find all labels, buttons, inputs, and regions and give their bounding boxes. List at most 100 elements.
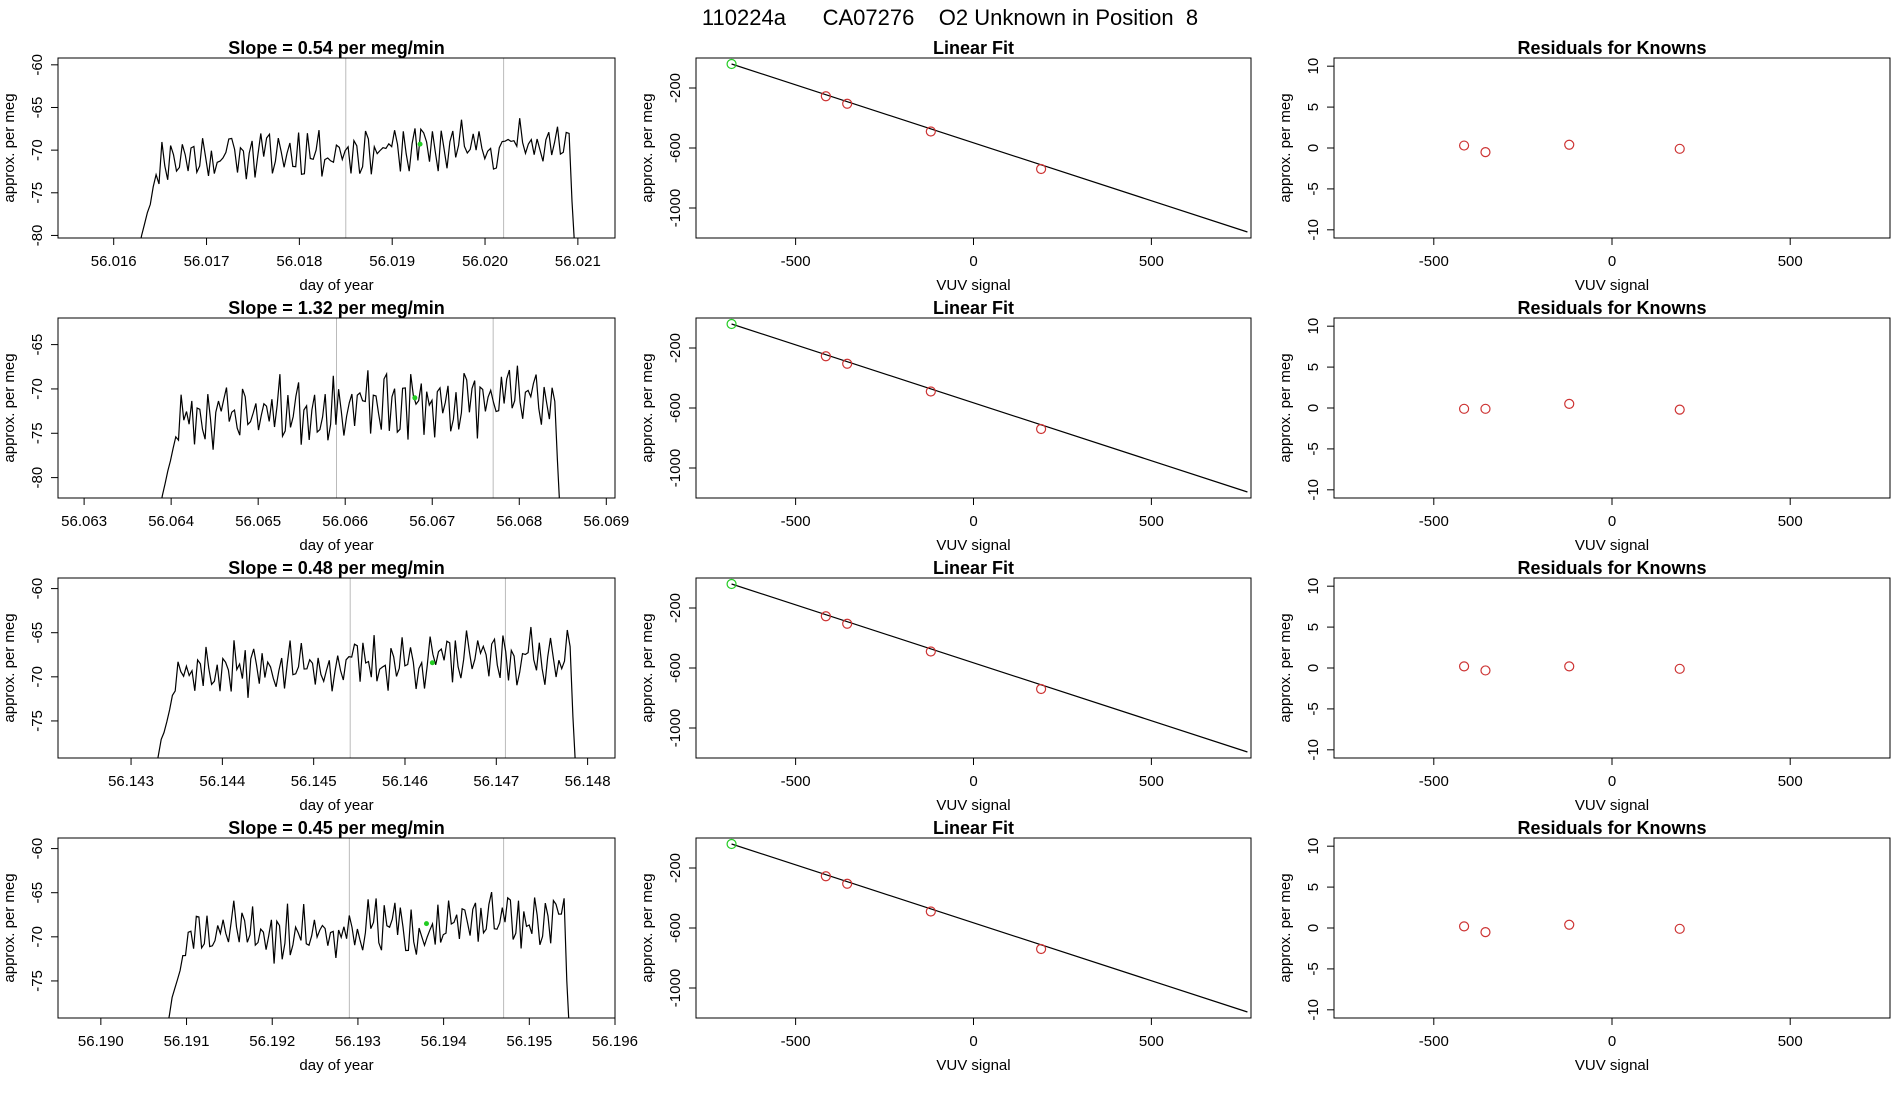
plot-frame — [57, 317, 616, 499]
x-tick-label: 56.190 — [78, 1033, 124, 1050]
plot-area — [726, 578, 1248, 753]
y-tick-label: 10 — [1305, 58, 1322, 75]
fit-line — [731, 63, 1248, 233]
y-tick-label: -1000 — [667, 969, 684, 1007]
known-point — [925, 126, 936, 137]
y-tick-label: -200 — [667, 73, 684, 103]
known-point — [1458, 921, 1470, 932]
x-tick-label: 500 — [1778, 253, 1803, 270]
y-tick-label: 5 — [1305, 883, 1322, 891]
plot-area — [1458, 919, 1685, 938]
y-tick-label: -200 — [667, 593, 684, 623]
known-point — [820, 351, 831, 362]
unknown-point — [417, 141, 423, 147]
x-tick-label: 56.196 — [592, 1033, 638, 1050]
unknown-point — [726, 58, 737, 70]
x-axis-label: VUV signal — [936, 537, 1010, 554]
known-point — [1674, 143, 1685, 154]
x-tick-label: 500 — [1778, 1033, 1803, 1050]
known-point — [1674, 923, 1685, 934]
y-tick-label: -70 — [29, 666, 46, 688]
y-tick-label: -65 — [29, 97, 46, 119]
x-tick-label: 0 — [969, 513, 977, 530]
known-point — [842, 878, 853, 889]
known-point — [842, 358, 853, 369]
y-tick-label: -1000 — [667, 189, 684, 227]
y-tick-label: -75 — [29, 710, 46, 732]
plot-area — [157, 578, 576, 758]
x-tick-label: 0 — [969, 253, 977, 270]
figure-title: 110224a CA07276 O2 Unknown in Position 8 — [702, 5, 1198, 30]
trace-line — [161, 365, 560, 498]
y-tick-label: -60 — [29, 838, 46, 860]
x-tick-label: 56.145 — [291, 773, 337, 790]
panel-trace-4: Slope = 0.45 per meg/min day of year appro… — [1, 818, 638, 1074]
x-tick-label: 500 — [1778, 513, 1803, 530]
y-axis-label: approx. per meg — [1, 873, 18, 982]
plot-frame — [1333, 577, 1891, 759]
fit-line — [731, 323, 1248, 493]
x-tick-label: 56.191 — [164, 1033, 210, 1050]
y-tick-label: -65 — [29, 882, 46, 904]
x-tick-label: -500 — [781, 1033, 811, 1050]
y-tick-label: -600 — [667, 913, 684, 943]
x-tick-label: 56.020 — [462, 253, 508, 270]
y-tick-label: -65 — [29, 334, 46, 356]
x-tick-label: 56.148 — [565, 773, 611, 790]
y-axis-label: approx. per meg — [1277, 613, 1294, 722]
y-tick-label: -65 — [29, 622, 46, 644]
panel-title: Residuals for Knowns — [1517, 818, 1706, 838]
fit-line — [731, 843, 1248, 1013]
trace-line — [140, 118, 575, 238]
x-tick-label: 500 — [1139, 1033, 1164, 1050]
x-tick-label: -500 — [781, 253, 811, 270]
x-tick-label: 500 — [1139, 513, 1164, 530]
y-tick-label: -60 — [29, 578, 46, 600]
y-tick-label: -600 — [667, 133, 684, 163]
x-tick-label: 0 — [1608, 253, 1616, 270]
y-tick-label: 10 — [1305, 838, 1322, 855]
y-tick-label: 0 — [1305, 144, 1322, 152]
x-tick-label: -500 — [781, 513, 811, 530]
y-tick-label: -1000 — [667, 709, 684, 747]
known-point — [1480, 146, 1491, 158]
known-point — [1035, 943, 1047, 955]
panel-title: Slope = 0.54 per meg/min — [228, 38, 445, 58]
known-point — [842, 98, 853, 109]
x-tick-label: 56.066 — [322, 513, 368, 530]
known-point — [1674, 404, 1685, 415]
plot-area — [161, 318, 560, 498]
known-point — [820, 871, 831, 882]
panel-resid-3: Residuals for Knowns VUV signal approx. pe… — [1277, 558, 1891, 814]
y-tick-label: -600 — [667, 653, 684, 683]
y-tick-label: -75 — [29, 182, 46, 204]
panel-resid-2: Residuals for Knowns VUV signal approx. pe… — [1277, 298, 1891, 554]
y-tick-label: -10 — [1305, 739, 1322, 761]
plot-frame — [1333, 317, 1891, 499]
known-point — [1458, 661, 1470, 672]
y-tick-label: -70 — [29, 139, 46, 161]
x-tick-label: 56.065 — [235, 513, 281, 530]
plot-area — [1458, 398, 1685, 415]
plot-area — [726, 58, 1248, 233]
panel-title: Residuals for Knowns — [1517, 38, 1706, 58]
x-axis-label: VUV signal — [936, 277, 1010, 294]
x-tick-label: 56.144 — [199, 773, 245, 790]
panel-trace-1: Slope = 0.54 per meg/min day of year appro… — [1, 38, 616, 294]
plot-area — [168, 838, 570, 1018]
x-tick-label: 500 — [1139, 253, 1164, 270]
unknown-point — [423, 921, 429, 927]
y-axis-label: approx. per meg — [639, 873, 656, 982]
x-tick-label: -500 — [1419, 773, 1449, 790]
y-axis-label: approx. per meg — [1277, 873, 1294, 982]
known-point — [1458, 403, 1470, 414]
y-tick-label: 0 — [1305, 664, 1322, 672]
y-tick-label: 5 — [1305, 103, 1322, 111]
y-axis-label: approx. per meg — [1, 93, 18, 202]
y-tick-label: -200 — [667, 853, 684, 883]
plot-area — [1458, 661, 1685, 676]
x-tick-label: 56.195 — [506, 1033, 552, 1050]
known-point — [1564, 919, 1575, 930]
plot-frame — [57, 577, 616, 759]
